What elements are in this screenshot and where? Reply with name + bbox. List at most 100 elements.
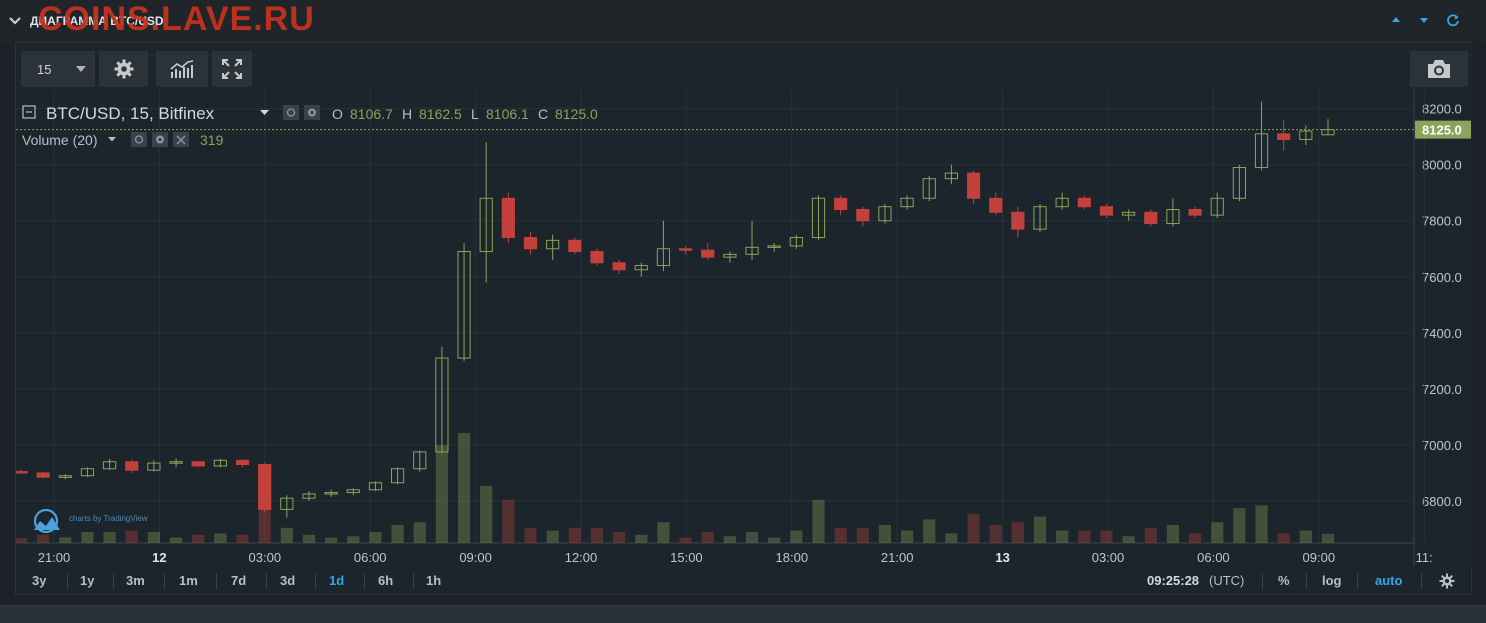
panel-header: ДИАГРАММА BTC/USD COINS.LAVE.RU: [0, 0, 1486, 42]
percent-toggle[interactable]: %: [1278, 573, 1290, 588]
candle-body[interactable]: [501, 197, 515, 239]
candle-body[interactable]: [767, 245, 781, 248]
snapshot-button[interactable]: [1410, 51, 1468, 87]
candle-body[interactable]: [1011, 211, 1025, 230]
candle-body[interactable]: [213, 459, 227, 467]
candle-body[interactable]: [258, 464, 272, 510]
candle-body[interactable]: [1188, 209, 1202, 216]
candle-body[interactable]: [612, 262, 626, 271]
candle-body[interactable]: [324, 492, 338, 495]
indicators-button[interactable]: [156, 51, 208, 87]
candle-body[interactable]: [590, 251, 604, 264]
divider: [412, 573, 414, 589]
range-button-3m[interactable]: 3m: [126, 573, 145, 588]
auto-scale-toggle[interactable]: auto: [1375, 573, 1403, 588]
candle-body[interactable]: [922, 178, 936, 199]
candle-body[interactable]: [900, 197, 914, 208]
candle-body[interactable]: [1166, 209, 1180, 225]
candle-body[interactable]: [523, 237, 538, 250]
candle-body[interactable]: [1122, 211, 1136, 216]
range-button-1m[interactable]: 1m: [179, 573, 198, 588]
candle-body[interactable]: [834, 197, 848, 211]
range-button-1h[interactable]: 1h: [426, 573, 442, 588]
range-button-1d[interactable]: 1d: [329, 573, 345, 588]
last-price-label: 8125.0: [1422, 123, 1462, 138]
divider: [113, 573, 115, 589]
candle-body[interactable]: [723, 253, 737, 258]
timezone-label[interactable]: (UTC): [1209, 573, 1245, 588]
candle-body[interactable]: [16, 471, 28, 474]
candle-body[interactable]: [346, 489, 360, 494]
log-toggle[interactable]: log: [1322, 573, 1342, 588]
volume-bar: [236, 534, 249, 543]
candle-body[interactable]: [878, 206, 892, 222]
candle-body[interactable]: [368, 482, 383, 491]
resolution-select[interactable]: 15: [21, 51, 95, 87]
candle-body[interactable]: [1055, 197, 1069, 208]
range-button-6h[interactable]: 6h: [378, 573, 394, 588]
candle-body[interactable]: [1144, 211, 1158, 225]
candle-body[interactable]: [413, 451, 427, 470]
candle-body[interactable]: [1277, 133, 1291, 140]
gear-icon[interactable]: [1439, 573, 1455, 589]
fullscreen-button[interactable]: [212, 51, 252, 87]
candle-body[interactable]: [1299, 130, 1313, 140]
candle-body[interactable]: [457, 251, 471, 359]
candle-body[interactable]: [191, 461, 205, 467]
candle-body[interactable]: [789, 237, 803, 247]
arrow-down-icon[interactable]: [1417, 13, 1431, 27]
chart-toolbar: 15: [16, 43, 1473, 89]
candle-body[interactable]: [546, 239, 560, 250]
settings-button[interactable]: [99, 51, 148, 87]
volume-bar: [590, 527, 604, 543]
arrow-up-icon[interactable]: [1389, 13, 1403, 27]
refresh-icon[interactable]: [1446, 13, 1460, 27]
candle-body[interactable]: [701, 249, 715, 258]
volume-bar: [1033, 516, 1047, 543]
candle-body[interactable]: [435, 357, 449, 453]
candle-body[interactable]: [989, 197, 1003, 213]
candle-body[interactable]: [856, 209, 870, 222]
y-tick-label: 7000.0: [1422, 438, 1462, 453]
candle-body[interactable]: [391, 468, 405, 484]
candle-body[interactable]: [745, 246, 759, 255]
last-price-badge: [1415, 120, 1471, 139]
x-tick-label: 09:00: [1303, 550, 1336, 565]
bottom-toolbar: 09:25:28 (UTC) % log auto 3y 1y 3m 1m 7d 3d 1d…: [16, 566, 1473, 596]
candle-body[interactable]: [1077, 197, 1091, 208]
range-button-1y[interactable]: 1y: [80, 573, 95, 588]
candle-body[interactable]: [80, 468, 95, 477]
candle-body[interactable]: [678, 248, 693, 251]
candle-body[interactable]: [656, 248, 671, 267]
volume-bar: [169, 537, 183, 543]
candle-body[interactable]: [1210, 197, 1224, 216]
candle-body[interactable]: [634, 265, 648, 271]
candle-body[interactable]: [235, 459, 250, 466]
candle-body[interactable]: [479, 197, 493, 253]
candle-body[interactable]: [1099, 206, 1114, 216]
candle-body[interactable]: [58, 475, 72, 478]
candle-body[interactable]: [280, 497, 294, 510]
candle-body[interactable]: [302, 493, 316, 499]
candle-body[interactable]: [811, 197, 826, 239]
volume-bar: [546, 530, 559, 543]
candle-body[interactable]: [1232, 166, 1246, 199]
range-button-3d[interactable]: 3d: [280, 573, 296, 588]
candle-body[interactable]: [966, 172, 981, 199]
candle-body[interactable]: [1254, 133, 1269, 168]
candle-body[interactable]: [169, 461, 183, 464]
candle-body[interactable]: [36, 472, 50, 478]
candle-body[interactable]: [147, 462, 161, 471]
volume-bar: [1255, 505, 1268, 543]
range-button-3y[interactable]: 3y: [32, 573, 47, 588]
candle-body[interactable]: [125, 461, 139, 471]
chevron-down-icon[interactable]: [9, 15, 21, 27]
range-button-7d[interactable]: 7d: [231, 573, 247, 588]
candle-body[interactable]: [568, 239, 582, 253]
price-chart[interactable]: 8200.0 8000.0 7800.0 7600.0 7400.0 7200.0 7000…: [16, 43, 1473, 566]
candle-body[interactable]: [103, 461, 117, 470]
x-tick-label: 21:00: [881, 550, 914, 565]
candle-body[interactable]: [1033, 206, 1047, 230]
x-tick-label: 06:00: [1197, 550, 1230, 565]
candle-body[interactable]: [944, 172, 958, 180]
